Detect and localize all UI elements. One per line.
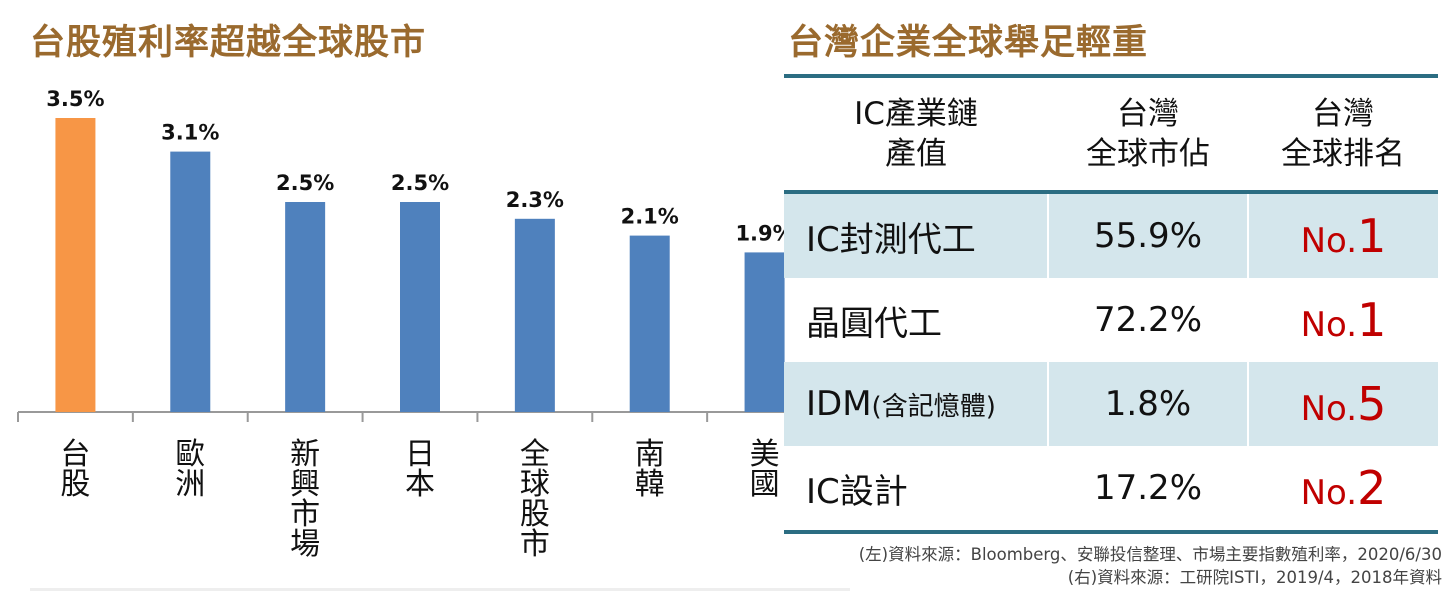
rank-number: 1	[1357, 293, 1387, 347]
table-title: 台灣企業全球舉足輕重	[788, 23, 1149, 63]
category-label: 日本	[405, 437, 435, 502]
data-label: 3.1%	[161, 121, 219, 145]
source-note-left: (左)資料來源：Bloomberg、安聯投信整理、市場主要指數殖利率，2020/…	[858, 545, 1442, 564]
row-rank: No.1	[1247, 278, 1438, 362]
row-market-share: 72.2%	[1047, 278, 1248, 362]
source-note-right: (右)資料來源：工研院ISTI，2019/4，2018年資料	[1067, 568, 1442, 587]
data-label: 2.1%	[621, 205, 679, 229]
row-item: IC設計	[784, 446, 1048, 532]
rank-prefix: No.	[1300, 221, 1358, 261]
row-item: 晶圓代工	[784, 278, 1048, 362]
data-label: 2.5%	[391, 171, 449, 195]
category-label: 歐洲	[175, 437, 205, 502]
row-market-share: 55.9%	[1047, 192, 1248, 278]
row-rank: No.1	[1247, 192, 1438, 278]
header-global-rank-line2: 全球排名	[1281, 136, 1405, 172]
category-label: 全球股市	[520, 437, 550, 562]
row-rank: No.5	[1247, 362, 1438, 446]
table-row: IC設計 17.2% No.2	[784, 446, 1438, 532]
table-row: IDM(含記憶體) 1.8% No.5	[784, 362, 1438, 446]
bar	[514, 218, 555, 412]
bar	[400, 202, 440, 412]
rank-prefix: No.	[1300, 389, 1358, 429]
table-row: 晶圓代工 72.2% No.1	[784, 278, 1438, 362]
header-global-rank: 台灣 全球排名	[1248, 76, 1438, 194]
table-header-row: IC產業鏈 產值 台灣 全球市佔 台灣 全球排名	[784, 76, 1438, 194]
category-label: 新興市場	[290, 437, 320, 562]
dividend-yield-bar-chart: 3.5% 台股 3.1% 歐洲 2.5% 新興市場 2.5% 日本 2.3% 全球股市 2.1% 南韓…	[17, 87, 823, 562]
row-item-note: (含記憶體)	[871, 392, 996, 422]
row-item: IC封測代工	[784, 192, 1048, 278]
row-item-label: IDM	[806, 384, 872, 424]
row-item-label: IC設計	[806, 471, 908, 512]
data-label: 2.3%	[506, 188, 564, 212]
rank-prefix: No.	[1300, 305, 1358, 345]
bottom-rule	[30, 588, 850, 591]
header-market-share-line1: 台灣	[1117, 96, 1179, 132]
table-row: IC封測代工 55.9% No.1	[784, 192, 1438, 278]
row-market-share: 17.2%	[1047, 446, 1248, 532]
taiwan-industry-table: IC產業鏈 產值 台灣 全球市佔 台灣 全球排名 IC封測代工 55.9% No…	[784, 74, 1438, 534]
data-label: 3.5%	[46, 87, 104, 111]
rank-number: 5	[1357, 377, 1387, 431]
rank-number: 2	[1357, 461, 1387, 515]
bar	[744, 252, 785, 412]
category-label: 南韓	[635, 437, 665, 502]
chart-title: 台股殖利率超越全球股市	[30, 23, 427, 63]
header-ic-industry: IC產業鏈 產值	[784, 76, 1048, 194]
header-market-share-line2: 全球市佔	[1086, 136, 1210, 172]
data-label: 1.9%	[735, 221, 793, 245]
rank-number: 1	[1357, 209, 1387, 263]
bar	[285, 202, 326, 412]
header-market-share: 台灣 全球市佔	[1048, 76, 1248, 194]
header-global-rank-line1: 台灣	[1312, 96, 1374, 132]
rank-prefix: No.	[1300, 473, 1358, 513]
row-item-label: 晶圓代工	[806, 303, 942, 344]
category-label: 台股	[60, 437, 90, 502]
category-label: 美國	[750, 437, 780, 502]
header-ic-industry-line1: IC產業鏈	[854, 96, 978, 132]
bar	[55, 118, 96, 412]
bar	[170, 151, 211, 412]
row-item-label: IC封測代工	[806, 219, 976, 260]
bar	[629, 235, 670, 412]
row-market-share: 1.8%	[1047, 362, 1248, 446]
header-ic-industry-line2: 產值	[885, 136, 947, 172]
data-label: 2.5%	[276, 171, 334, 195]
row-rank: No.2	[1247, 446, 1438, 532]
row-item: IDM(含記憶體)	[784, 362, 1048, 446]
